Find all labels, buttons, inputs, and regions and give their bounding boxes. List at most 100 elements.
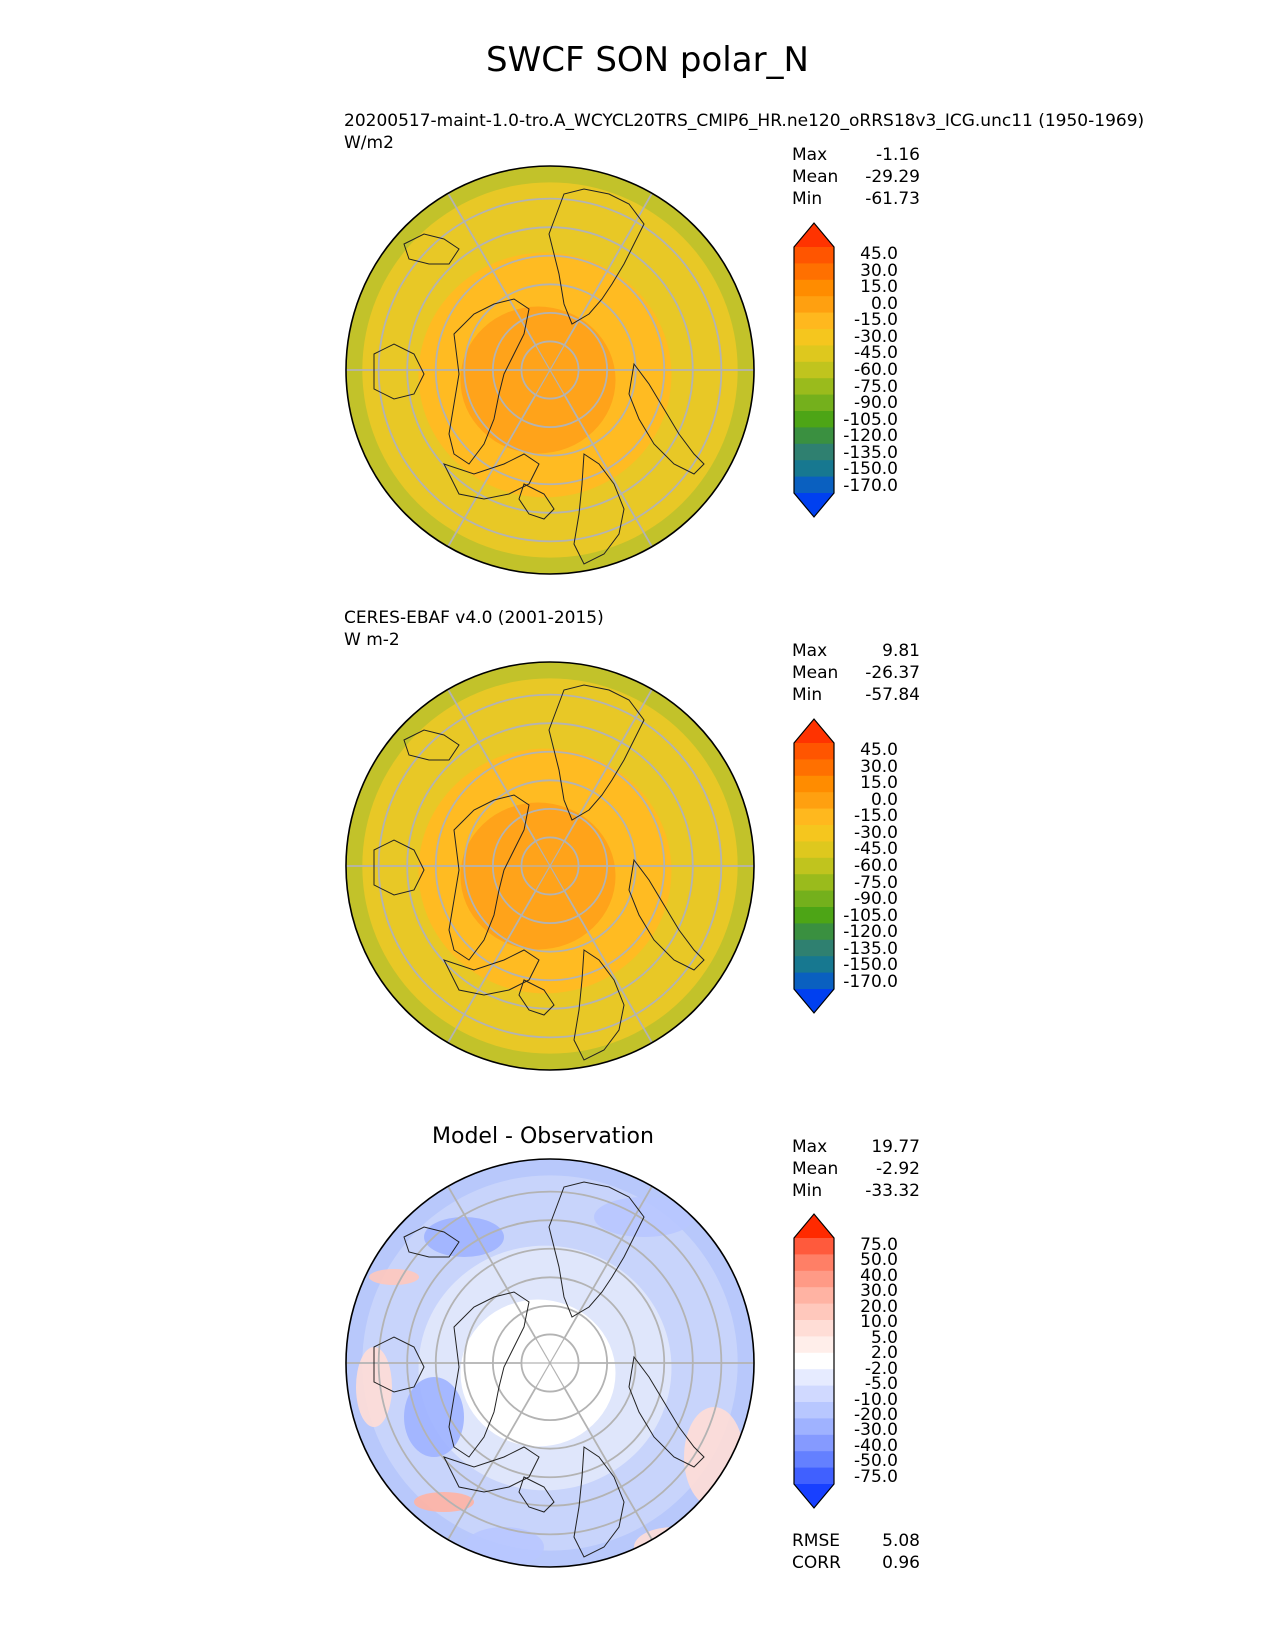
longitude-gridline [447,890,537,1044]
coastline [628,1355,705,1468]
mean-value: -2.92 [876,1159,920,1179]
colorbar-swatch [794,1467,834,1485]
colorbar-tick-label: -60.0 [854,855,898,876]
colorbar-swatch [794,890,834,908]
colorbar-tick-label: -15.0 [854,806,898,827]
max-label: Max [792,145,828,165]
colorbar-swatch [794,939,834,957]
field-center-band [460,802,616,950]
colorbar-swatch [794,378,834,396]
map-border [345,165,755,575]
colorbar-tick-label: -75.0 [854,872,898,893]
colorbar-tick-label: -45.0 [854,343,898,364]
rmse-label: RMSE [792,1531,841,1551]
test-units: W/m2 [344,133,394,153]
longitude-gridline [447,1387,537,1541]
coastline [518,483,555,520]
coastline [448,1291,530,1458]
colorbar-outline [793,1213,835,1509]
colorbar-extend-max [794,719,834,743]
coastline [573,949,625,1061]
colorbar-tick-label: 15.0 [860,277,898,298]
colorbar-swatch [794,296,834,314]
colorbar-swatch [794,427,834,445]
longitude-gridline [447,1185,537,1339]
min-label: Min [792,1181,823,1201]
mean-label: Mean [792,663,839,683]
test-colorbar [793,222,835,518]
min-label: Min [792,189,823,209]
colorbar-swatch [794,460,834,478]
colorbar-tick-label: -2.0 [864,1358,898,1379]
colorbar-swatch [794,775,834,793]
max-value: 19.77 [871,1137,920,1157]
colorbar-tick-label: 30.0 [860,260,898,281]
colorbar-extend-max [794,223,834,247]
colorbar-tick-label: -5.0 [864,1374,898,1395]
min-value: -57.84 [865,685,920,705]
colorbar-tick-label: 5.0 [870,1327,898,1348]
difference-colorbar [793,1213,835,1509]
longitude-gridline [535,840,551,867]
colorbar-tick-label: 75.0 [860,1235,898,1255]
colorbar-tick-label: -105.0 [843,409,898,430]
colorbar-swatch [794,1369,834,1387]
colorbar-swatch [794,874,834,892]
colorbar-tick-label: -90.0 [854,393,898,414]
colorbar-tick-label: 30.0 [860,756,898,777]
difference-colorbar-labels: 75.0 50.0 40.0 30.0 20.0 10.0 5.0 2.0 -2.0 -5.0 -1… [828,1235,898,1485]
colorbar-swatch [794,1402,834,1419]
colorbar-tick-label: -15.0 [854,310,898,331]
coastline [403,233,460,265]
colorbar-tick-label: -135.0 [843,442,898,463]
reference-colorbar-labels: 45.0 30.0 15.0 0.0 -15.0 -30.0 -45.0 -60.0 -75.0… [828,742,898,990]
colorbar-swatch [794,1238,834,1255]
colorbar-outline [793,222,835,518]
colorbar-swatch [794,247,834,264]
colorbar-tick-label: 0.0 [870,789,898,810]
coastline [628,858,705,971]
colorbar-tick-label: -40.0 [854,1435,898,1456]
longitude-gridline [563,890,653,1044]
colorbar-swatch [794,1320,834,1337]
rmse-value: 5.08 [882,1531,920,1551]
colorbar-tick-label: -60.0 [854,359,898,380]
longitude-gridline [447,192,537,346]
anomaly-patch [414,1492,474,1512]
anomaly-patch [404,1377,464,1457]
coastline [373,839,425,896]
colorbar-swatch [794,1352,834,1370]
colorbar-swatch [794,1287,834,1305]
longitude-gridline [535,369,551,396]
coastline [573,1446,625,1558]
coastline [443,453,540,500]
longitude-gridline [447,688,537,842]
colorbar-tick-label: -50.0 [854,1451,898,1472]
colorbar-swatch [794,907,834,924]
longitude-gridline [549,1362,565,1389]
mean-value: -29.29 [865,167,920,187]
reference-units: W m-2 [344,630,400,650]
colorbar-tick-label: -150.0 [843,459,898,480]
reference-stats: Max 9.81 Mean -26.37 Min -57.84 [792,640,920,706]
colorbar-tick-label: -30.0 [854,822,898,843]
colorbar-swatch [794,1303,834,1321]
longitude-gridline [535,1337,551,1364]
max-value: 9.81 [882,641,920,661]
colorbar-extend-max [794,1214,834,1238]
anomaly-patch [424,1217,504,1257]
colorbar-outline [793,718,835,1014]
colorbar-swatch [794,312,834,330]
difference-polar-map [345,1158,755,1568]
colorbar-tick-label: 0.0 [870,293,898,314]
colorbar-tick-label: -30.0 [854,326,898,347]
coastline [518,1476,555,1513]
field-center-band [460,1299,616,1447]
colorbar-swatch [794,476,834,494]
anomaly-patch [356,1347,392,1427]
longitude-gridline [549,865,565,892]
colorbar-swatch [794,361,834,379]
longitude-gridline [563,394,653,548]
reference-polar-map [345,661,755,1071]
colorbar-swatch [794,1451,834,1469]
